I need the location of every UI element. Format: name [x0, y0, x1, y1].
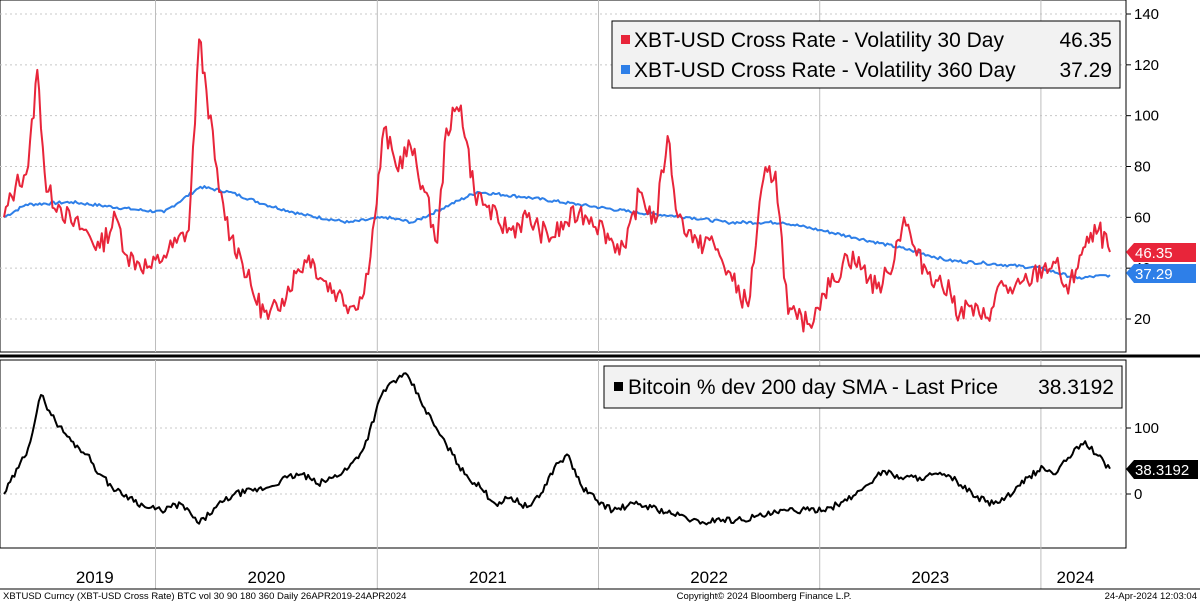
- year-dividers: [155, 0, 1042, 589]
- x-tick-label: 2021: [469, 568, 507, 587]
- legend-label-btc-dev: Bitcoin % dev 200 day SMA - Last Price: [628, 376, 998, 399]
- last-value-tag-vol360: 37.29: [1126, 264, 1196, 283]
- upper-legend-box: [611, 20, 1121, 89]
- legend-swatch-vol30: [621, 35, 630, 44]
- upper-legend: XBT-USD Cross Rate - Volatility 30 Day 4…: [611, 20, 1121, 89]
- last-value-btc-dev: 38.3192: [1135, 462, 1189, 479]
- x-tick-label: 2019: [76, 568, 114, 587]
- last-value-vol360: 37.29: [1135, 266, 1173, 283]
- lower-legend-box: [603, 365, 1123, 409]
- lower-legend: Bitcoin % dev 200 day SMA - Last Price 3…: [603, 365, 1123, 409]
- x-tick-label: 2024: [1057, 568, 1095, 587]
- upper-tick-label: 120: [1134, 57, 1159, 74]
- x-axis: 2019 2020 2021 2022 2023 2024: [76, 568, 1095, 587]
- upper-tick-label: 20: [1134, 311, 1151, 328]
- legend-label-vol30: XBT-USD Cross Rate - Volatility 30 Day: [634, 29, 1004, 52]
- lower-y-axis: 0 100: [1126, 420, 1159, 503]
- upper-tick-label: 60: [1134, 209, 1151, 226]
- x-tick-label: 2022: [690, 568, 728, 587]
- footer-left-text: XBTUSD Curncy (XBT-USD Cross Rate) BTC v…: [3, 591, 406, 602]
- lower-tick-label: 100: [1134, 420, 1159, 437]
- last-value-vol30: 46.35: [1135, 245, 1173, 262]
- series-line-btc-dev: [3, 372, 1111, 526]
- legend-label-vol360: XBT-USD Cross Rate - Volatility 360 Day: [634, 59, 1016, 82]
- legend-swatch-vol360: [621, 65, 630, 74]
- legend-value-btc-dev: 38.3192: [1038, 376, 1114, 399]
- upper-series-group: [3, 38, 1111, 333]
- upper-tick-label: 100: [1134, 108, 1159, 125]
- legend-swatch-btc-dev: [614, 382, 623, 391]
- legend-value-vol360: 37.29: [1059, 59, 1112, 82]
- footer-timestamp-text: 24-Apr-2024 12:03:04: [1105, 591, 1197, 602]
- last-value-tag-btc-dev: 38.3192: [1126, 460, 1198, 479]
- series-line-vol360: [3, 185, 1111, 280]
- legend-value-vol30: 46.35: [1059, 29, 1112, 52]
- upper-tick-label: 140: [1134, 6, 1159, 23]
- footer-copyright-text: Copyright© 2024 Bloomberg Finance L.P.: [677, 591, 852, 602]
- last-value-tag-vol30: 46.35: [1126, 243, 1196, 262]
- x-tick-label: 2020: [247, 568, 285, 587]
- lower-tick-label: 0: [1134, 486, 1142, 503]
- x-tick-label: 2023: [911, 568, 949, 587]
- lower-series-group: [3, 372, 1111, 526]
- series-line-vol30: [3, 38, 1111, 333]
- upper-tick-label: 80: [1134, 159, 1151, 176]
